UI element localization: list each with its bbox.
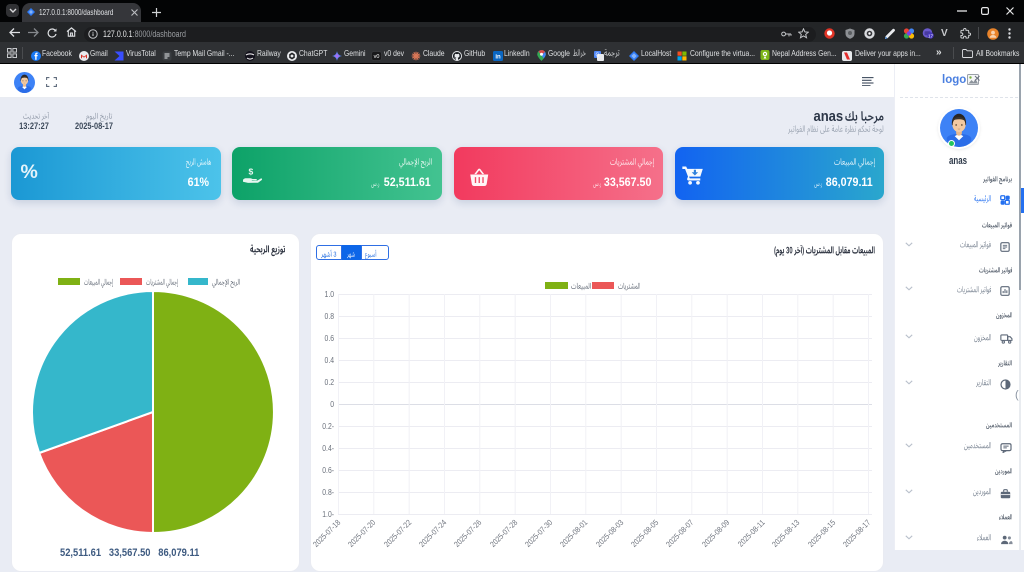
svg-text:in: in — [495, 55, 501, 61]
svg-text:$: $ — [249, 167, 254, 177]
svg-text:17: 17 — [928, 34, 934, 39]
svg-text:v0: v0 — [374, 54, 380, 60]
svg-text:G: G — [595, 53, 599, 59]
